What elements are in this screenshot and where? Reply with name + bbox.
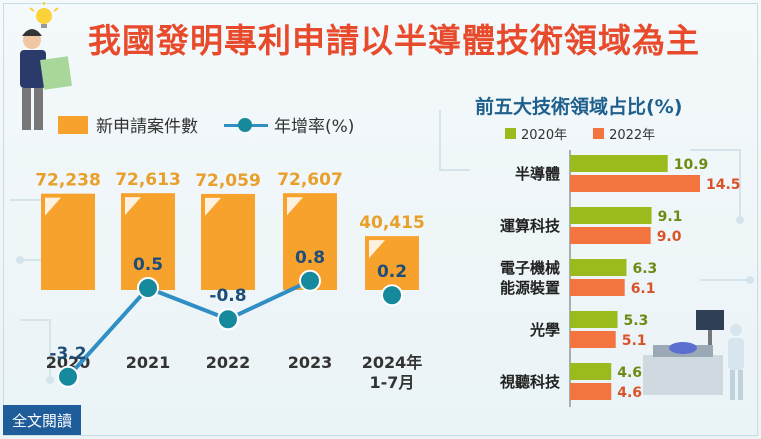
bar-2022-1: [570, 227, 651, 244]
bar-value-label-2: 72,059: [195, 171, 261, 191]
person-idea-illustration: [20, 2, 72, 130]
bar-value-label-0: 72,238: [35, 171, 101, 191]
growth-label-0: -3.2: [49, 344, 86, 364]
bar-corner-4: [369, 240, 385, 259]
bar-2022-2: [570, 279, 625, 296]
growth-label-1: 0.5: [133, 255, 163, 275]
growth-point-4: [381, 284, 403, 307]
page-title: 我國發明專利申請以半導體技術領域為主: [88, 21, 700, 60]
category-label-1: 運算科技: [500, 217, 561, 235]
legend-bar-label: 新申請案件數: [96, 117, 198, 137]
bar-2020-2: [570, 259, 627, 276]
bar-2020-4: [570, 363, 612, 380]
value-2020-0: 10.9: [674, 157, 709, 173]
legend-2020-label: 2020年: [521, 128, 568, 143]
category-label-0: 半導體: [515, 165, 560, 183]
legend-bar-swatch: [58, 115, 88, 134]
value-2022-3: 5.1: [622, 333, 647, 349]
value-2020-1: 9.1: [658, 209, 683, 225]
value-2020-2: 6.3: [632, 261, 657, 277]
value-2020-3: 5.3: [624, 313, 649, 329]
read-full-text-button[interactable]: 全文閱讀: [3, 405, 81, 435]
growth-point-0: [57, 365, 79, 388]
applications-chart: 72,238202072,613202172,059202272,6072023…: [35, 170, 425, 392]
value-2020-4: 4.6: [617, 365, 642, 381]
bar-2020-0: [570, 155, 668, 172]
value-2022-2: 6.1: [631, 281, 656, 297]
bar-2020-1: [570, 207, 652, 224]
bar-corner-2: [205, 197, 221, 216]
value-2022-0: 14.5: [706, 177, 741, 193]
growth-label-4: 0.2: [377, 262, 407, 282]
bar-value-label-3: 72,607: [277, 170, 343, 190]
bar-2020-3: [570, 311, 618, 328]
bar-corner-3: [287, 197, 303, 216]
bar-2022-3: [570, 331, 616, 348]
bar-corner-0: [45, 197, 61, 216]
x-tick-label-1: 2021: [126, 353, 171, 372]
bar-value-label-1: 72,613: [115, 170, 181, 190]
right-chart-title: 前五大技術領域占比(%): [475, 96, 683, 118]
left-legend: 新申請案件數 年增率(%): [58, 112, 354, 137]
growth-label-3: 0.8: [295, 248, 325, 268]
growth-label-2: -0.8: [209, 286, 246, 306]
growth-point-3: [299, 269, 321, 292]
category-label-3: 光學: [529, 321, 560, 339]
lab-illustration: [643, 310, 744, 400]
value-2022-4: 4.6: [617, 385, 642, 401]
frame: [3, 3, 758, 436]
bar-2022-0: [570, 175, 700, 192]
category-label-4: 視聽科技: [499, 373, 561, 391]
x-tick-label-3: 2023: [288, 353, 333, 372]
x-tick-label-2: 2022: [206, 353, 251, 372]
growth-point-1: [137, 277, 159, 299]
bar-value-label-4: 40,415: [359, 213, 425, 233]
legend-2022-label: 2022年: [609, 128, 656, 143]
growth-point-2: [217, 308, 239, 331]
x-tick-label-4: 2024年: [362, 353, 423, 372]
category-label-2-1: 能源裝置: [500, 279, 560, 297]
growth-line: [66, 278, 311, 379]
bar-corner-1: [125, 197, 141, 216]
category-label-2: 電子機械: [500, 259, 560, 277]
legend-line-label: 年增率(%): [274, 117, 355, 137]
right-legend: 2020年 2022年: [505, 124, 655, 143]
value-2022-1: 9.0: [657, 229, 682, 245]
legend-2022-swatch: [593, 128, 605, 139]
legend-2020-swatch: [505, 128, 516, 139]
bar-2022-4: [570, 383, 612, 400]
x-tick-label-4-1: 1-7月: [370, 373, 415, 392]
legend-line-swatch: [224, 116, 268, 134]
